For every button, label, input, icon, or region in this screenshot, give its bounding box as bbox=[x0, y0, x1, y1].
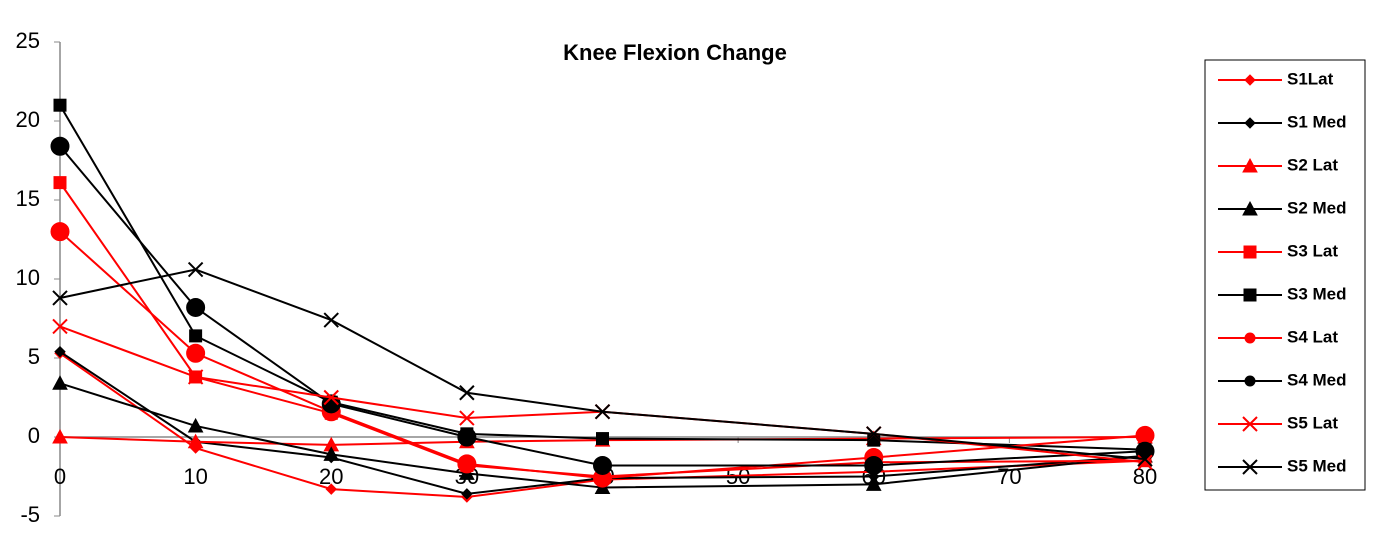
legend-marker bbox=[1243, 245, 1257, 259]
marker bbox=[593, 455, 612, 475]
marker bbox=[459, 410, 475, 426]
series-line bbox=[59, 145, 1146, 467]
legend-box bbox=[1204, 59, 1366, 491]
marker bbox=[864, 455, 884, 475]
legend-marker bbox=[1242, 200, 1258, 216]
marker bbox=[52, 428, 68, 444]
marker bbox=[53, 176, 67, 190]
marker bbox=[866, 426, 882, 442]
x-tick-label: 0 bbox=[54, 464, 66, 489]
y-tick-label: 25 bbox=[16, 28, 40, 53]
marker bbox=[54, 345, 66, 358]
marker bbox=[459, 385, 475, 401]
series-line bbox=[59, 104, 1146, 451]
legend-label: S5 Lat bbox=[1287, 413, 1338, 432]
marker bbox=[187, 417, 204, 433]
legend-label: S5 Med bbox=[1287, 456, 1347, 475]
x-tick-label: 10 bbox=[183, 464, 207, 489]
legend-marker bbox=[1244, 74, 1256, 86]
marker bbox=[1135, 441, 1155, 461]
marker bbox=[325, 483, 337, 495]
x-tick-label: 70 bbox=[997, 464, 1021, 489]
legend-label: S4 Med bbox=[1287, 370, 1347, 389]
marker bbox=[52, 318, 68, 335]
legend-label: S1 Med bbox=[1287, 112, 1347, 131]
legend-label: S3 Lat bbox=[1287, 241, 1338, 260]
legend-label: S2 Med bbox=[1287, 198, 1347, 217]
legend-marker bbox=[1243, 288, 1257, 302]
y-tick-label: 15 bbox=[16, 186, 40, 211]
marker bbox=[867, 433, 881, 447]
legend-label: S3 Med bbox=[1287, 284, 1347, 303]
marker bbox=[321, 394, 341, 414]
marker bbox=[50, 136, 70, 156]
marker bbox=[187, 369, 204, 385]
marker bbox=[52, 375, 68, 390]
y-tick-label: 20 bbox=[16, 107, 40, 132]
marker bbox=[52, 290, 68, 306]
chart-title: Knee Flexion Change bbox=[563, 40, 787, 65]
marker bbox=[187, 433, 204, 449]
legend-label: S1Lat bbox=[1287, 69, 1334, 88]
marker bbox=[596, 432, 609, 446]
y-tick-label: 5 bbox=[28, 344, 40, 369]
legend-label: S2 Lat bbox=[1287, 155, 1338, 174]
x-tick-label: 80 bbox=[1133, 464, 1157, 489]
marker bbox=[186, 343, 206, 363]
marker bbox=[53, 98, 67, 112]
legend-label: S4 Lat bbox=[1287, 327, 1338, 346]
legend-marker bbox=[1242, 157, 1258, 173]
legend-marker bbox=[1242, 416, 1258, 432]
marker bbox=[457, 454, 477, 474]
marker bbox=[323, 389, 339, 406]
y-tick-label: -5 bbox=[20, 502, 40, 527]
marker bbox=[323, 446, 340, 461]
marker bbox=[457, 427, 477, 447]
marker bbox=[189, 329, 203, 343]
marker bbox=[50, 222, 70, 242]
marker bbox=[1137, 454, 1153, 470]
marker bbox=[1137, 451, 1153, 467]
y-tick-label: 0 bbox=[28, 423, 40, 448]
legend-marker bbox=[1242, 459, 1258, 475]
legend-marker bbox=[1244, 117, 1256, 129]
legend-marker bbox=[1244, 375, 1256, 387]
marker bbox=[186, 297, 206, 317]
marker bbox=[461, 488, 473, 500]
legend-marker bbox=[1244, 332, 1256, 344]
y-tick-label: 10 bbox=[16, 265, 40, 290]
marker bbox=[594, 404, 611, 420]
marker bbox=[187, 261, 204, 278]
marker bbox=[865, 476, 882, 491]
marker bbox=[323, 312, 339, 328]
